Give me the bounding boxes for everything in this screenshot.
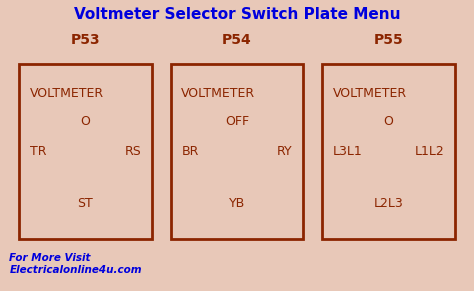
Text: L2L3: L2L3: [374, 197, 403, 210]
Text: For More Visit
Electricalonline4u.com: For More Visit Electricalonline4u.com: [9, 253, 142, 275]
Text: L1L2: L1L2: [415, 145, 445, 158]
Text: VOLTMETER: VOLTMETER: [181, 87, 255, 100]
Text: ST: ST: [77, 197, 93, 210]
Text: O: O: [81, 115, 90, 128]
Text: Voltmeter Selector Switch Plate Menu: Voltmeter Selector Switch Plate Menu: [74, 7, 400, 22]
Text: VOLTMETER: VOLTMETER: [333, 87, 407, 100]
Text: P55: P55: [374, 33, 403, 47]
Text: P53: P53: [71, 33, 100, 47]
Text: BR: BR: [181, 145, 199, 158]
Text: YB: YB: [229, 197, 245, 210]
FancyBboxPatch shape: [322, 64, 455, 239]
FancyBboxPatch shape: [19, 64, 152, 239]
Text: P54: P54: [222, 33, 252, 47]
Text: L3L1: L3L1: [333, 145, 363, 158]
Text: OFF: OFF: [225, 115, 249, 128]
Text: RY: RY: [277, 145, 293, 158]
Text: O: O: [384, 115, 393, 128]
Text: RS: RS: [124, 145, 141, 158]
Text: VOLTMETER: VOLTMETER: [29, 87, 104, 100]
Text: TR: TR: [29, 145, 46, 158]
FancyBboxPatch shape: [171, 64, 303, 239]
